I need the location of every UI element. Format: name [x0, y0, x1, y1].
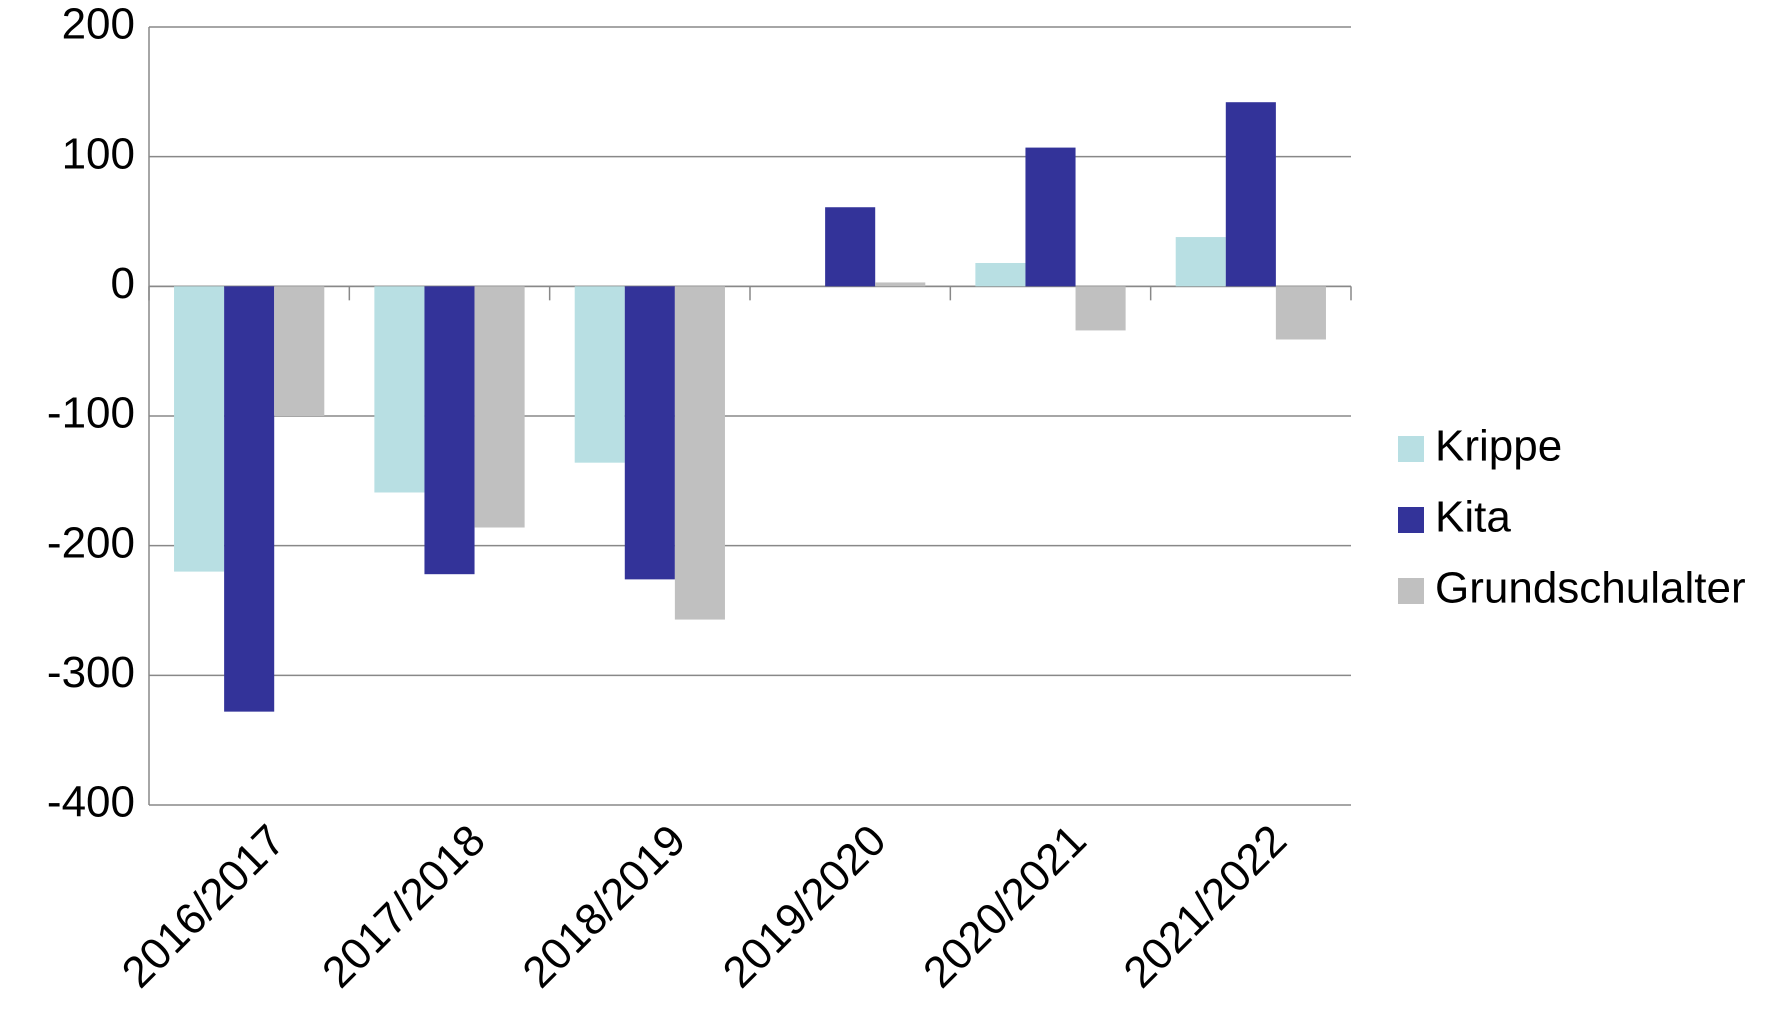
bar	[374, 286, 425, 493]
y-tick-label: -300	[47, 648, 135, 697]
legend-swatch	[1398, 578, 1424, 604]
y-tick-label: -200	[47, 518, 135, 567]
bar	[474, 286, 525, 528]
legend-label: Kita	[1435, 493, 1511, 542]
y-tick-label: 100	[62, 129, 135, 178]
bar	[1225, 102, 1276, 287]
y-tick-label: -400	[47, 778, 135, 827]
bar	[224, 286, 275, 712]
bar	[274, 286, 325, 416]
y-tick-label: 200	[62, 0, 135, 49]
bar	[424, 286, 475, 575]
bar	[1275, 286, 1326, 340]
bar	[1175, 237, 1226, 287]
bar	[975, 262, 1026, 287]
x-tick-label: 2016/2017	[113, 816, 295, 998]
y-tick-label: 0	[111, 259, 135, 308]
legend-swatch	[1398, 507, 1424, 533]
legend-label: Grundschulalter	[1435, 564, 1746, 613]
bar	[574, 286, 625, 463]
bar	[174, 286, 225, 572]
x-tick-label: 2019/2020	[714, 816, 896, 998]
x-tick-label: 2017/2018	[313, 816, 495, 998]
bar	[624, 286, 675, 580]
bar	[825, 207, 876, 287]
x-tick-label: 2018/2019	[513, 816, 695, 998]
y-tick-label: -100	[47, 389, 135, 438]
bar	[1075, 286, 1126, 331]
x-tick-label: 2020/2021	[914, 816, 1096, 998]
legend-label: Krippe	[1435, 422, 1562, 471]
bar	[674, 286, 725, 620]
bar	[875, 282, 926, 287]
x-tick-label: 2021/2022	[1114, 816, 1296, 998]
legend-swatch	[1398, 436, 1424, 462]
bar	[1025, 147, 1076, 287]
